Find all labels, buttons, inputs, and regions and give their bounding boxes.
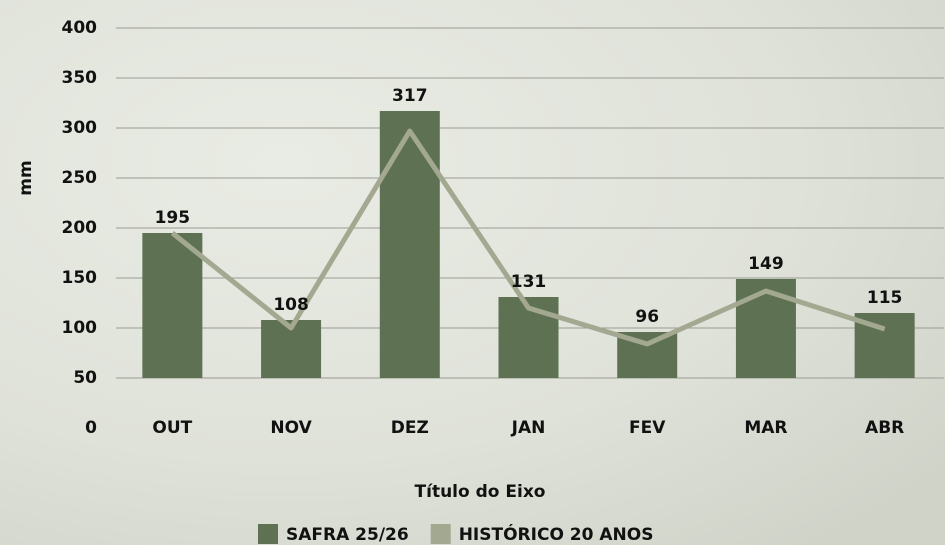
chart: mm Título do Eixo 0 50 100 150 200 250 300 350 4… xyxy=(0,0,945,545)
data-label: 149 xyxy=(748,254,784,274)
x-tick-label: OUT xyxy=(152,418,192,438)
data-label: 115 xyxy=(867,288,903,308)
data-label: 108 xyxy=(273,295,309,315)
data-label: 317 xyxy=(392,86,428,106)
x-axis-title: Título do Eixo xyxy=(415,482,546,502)
y-tick-label: 100 xyxy=(62,318,98,338)
legend-label: SAFRA 25/26 xyxy=(286,525,409,545)
data-label: 96 xyxy=(635,307,659,327)
legend-swatch xyxy=(258,524,278,544)
x-tick-label: NOV xyxy=(270,418,312,438)
y-tick-label: 50 xyxy=(73,368,97,388)
x-tick-label: ABR xyxy=(865,418,904,438)
x-tick-label: DEZ xyxy=(391,418,429,438)
x-tick-label: JAN xyxy=(511,418,546,438)
bar xyxy=(380,111,440,378)
y-axis-title: mm xyxy=(16,160,36,195)
data-label: 195 xyxy=(155,208,191,228)
y-tick-label: 250 xyxy=(62,168,98,188)
bar xyxy=(142,233,202,378)
y-tick-label: 350 xyxy=(62,68,98,88)
legend-swatch xyxy=(431,524,451,544)
y-tick-label: 200 xyxy=(62,218,98,238)
y-tick-label: 150 xyxy=(62,268,98,288)
x-tick-label: FEV xyxy=(629,418,666,438)
x-tick-label: MAR xyxy=(744,418,787,438)
data-label: 131 xyxy=(511,272,547,292)
legend-label: HISTÓRICO 20 ANOS xyxy=(459,523,654,545)
background xyxy=(0,0,945,545)
bar xyxy=(736,279,796,378)
y-tick-label: 400 xyxy=(62,18,98,38)
y-tick-label: 300 xyxy=(62,118,98,138)
y-tick-label: 0 xyxy=(85,418,97,438)
